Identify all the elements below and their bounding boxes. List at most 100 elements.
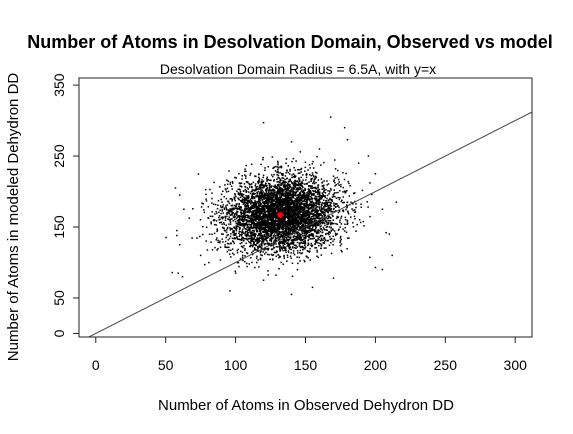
data-point [231,204,234,207]
data-point [313,230,316,233]
data-point [252,234,255,236]
data-point [292,229,294,231]
data-point [295,219,298,221]
data-point [285,230,287,232]
data-point [276,209,278,211]
data-point [320,228,322,230]
data-point [301,215,304,218]
data-point [315,201,318,203]
data-point [385,231,387,234]
data-point [267,270,269,272]
data-point [285,158,288,160]
data-point [335,217,338,220]
data-point [283,207,285,209]
data-point [263,227,265,230]
data-point [237,261,240,264]
data-point [249,231,252,234]
data-point [262,212,264,215]
data-point [306,197,309,199]
data-point [304,227,307,230]
data-point [264,200,266,203]
data-point [305,219,308,221]
data-point [238,230,241,233]
data-point [283,198,286,200]
data-point [251,237,254,239]
data-point [288,192,291,195]
data-point [301,226,304,228]
data-point [284,180,286,183]
data-point [289,208,291,210]
data-point [228,218,230,221]
data-point [261,241,263,243]
data-point [271,211,273,213]
data-point [299,205,301,208]
data-point [258,227,260,229]
data-point [262,228,265,231]
data-point [250,226,252,229]
data-point [306,229,308,232]
data-point [324,218,326,220]
data-point [275,230,277,232]
data-point [265,207,268,209]
data-point [292,209,295,212]
data-point [281,189,283,192]
data-point [272,203,274,206]
data-point [222,204,225,206]
data-point [262,230,264,233]
data-point [260,212,263,215]
data-point [260,208,262,210]
data-point [285,198,287,201]
data-point [303,205,306,208]
data-point [299,200,302,202]
data-point [315,216,318,218]
data-point [299,252,301,254]
data-point [276,233,279,236]
data-point [243,214,245,216]
data-point [308,227,311,230]
data-point [269,213,272,215]
data-point [257,216,259,219]
data-point [231,211,234,213]
data-point [296,208,298,210]
data-point [336,203,338,205]
data-point [266,230,269,233]
data-point [244,188,247,191]
data-point [258,212,261,214]
data-point [300,191,302,193]
data-point [249,199,251,202]
data-point [277,236,279,238]
data-point [263,235,265,238]
data-point [296,215,299,218]
data-point [322,212,324,214]
data-point [257,222,260,224]
data-point [259,258,262,261]
data-point [273,246,275,249]
data-point [279,246,281,249]
data-point [270,197,272,200]
data-point [216,229,219,231]
data-point [264,236,267,239]
data-point [360,203,362,206]
data-point [335,222,337,225]
data-point [279,197,281,199]
data-point [289,194,291,196]
data-point [268,193,271,195]
data-point [236,219,239,222]
data-point [333,189,335,191]
data-point [334,195,336,198]
data-point [254,175,256,177]
data-point [311,207,313,210]
data-point [314,177,317,179]
data-point [323,222,326,224]
data-point [297,200,300,202]
data-point [338,198,341,201]
data-point [269,215,271,218]
data-point [233,204,236,207]
data-point [219,205,222,207]
data-point [271,214,273,217]
data-point [210,221,212,223]
data-point [314,224,317,227]
data-point [260,180,263,183]
data-point [301,196,304,198]
data-point [257,224,259,227]
